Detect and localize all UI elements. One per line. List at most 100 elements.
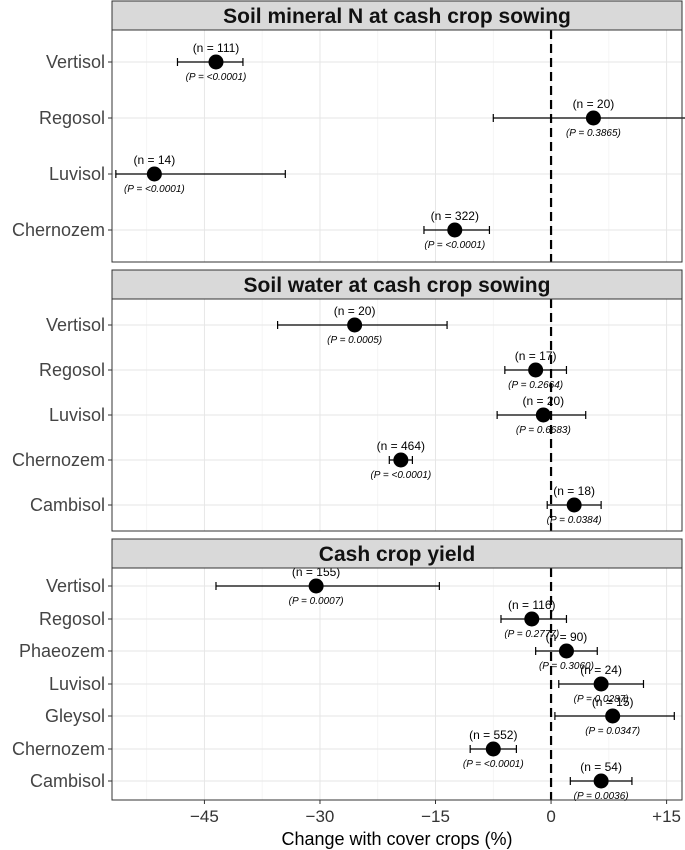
estimate-point bbox=[566, 497, 582, 513]
forest-row-cambisol: Cambisol (n = 54) (P = 0.0036) bbox=[30, 760, 633, 802]
p-label: (P = 0.2777) bbox=[504, 629, 559, 640]
y-tick-label: Luvisol bbox=[49, 405, 105, 425]
y-tick-label: Phaeozem bbox=[19, 641, 105, 661]
y-tick-label: Regosol bbox=[39, 360, 105, 380]
y-tick-label: Vertisol bbox=[46, 315, 105, 335]
y-tick-label: Chernozem bbox=[12, 220, 105, 240]
n-label: (n = 116) bbox=[508, 598, 555, 612]
n-label: (n = 155) bbox=[292, 565, 340, 579]
panel-1: Soil mineral N at cash crop sowing Vertis… bbox=[12, 0, 685, 263]
y-tick-label: Chernozem bbox=[12, 450, 105, 470]
panel-3: Cash crop yield Vertisol (n = 155) (P = 0.0… bbox=[12, 538, 683, 802]
x-tick-label: −45 bbox=[190, 807, 219, 826]
forest-row-chernozem: Chernozem (n = 552) (P = <0.0001) bbox=[12, 728, 524, 770]
p-label: (P = <0.0001) bbox=[124, 184, 185, 195]
forest-row-vertisol: Vertisol (n = 111) (P = <0.0001) bbox=[46, 41, 246, 83]
n-label: (n = 54) bbox=[580, 760, 622, 774]
n-label: (n = 20) bbox=[573, 97, 615, 111]
estimate-point bbox=[308, 578, 324, 594]
x-tick-label: +15 bbox=[652, 807, 681, 826]
y-tick-label: Cambisol bbox=[30, 771, 105, 791]
panel-title: Soil water at cash crop sowing bbox=[244, 274, 551, 297]
n-label: (n = 17) bbox=[515, 349, 557, 363]
p-label: (P = 0.2664) bbox=[508, 380, 563, 391]
n-label: (n = 15) bbox=[592, 695, 634, 709]
estimate-point bbox=[593, 773, 609, 789]
p-label: (P = 0.3865) bbox=[566, 128, 621, 139]
forest-row-vertisol: Vertisol (n = 20) (P = 0.0005) bbox=[46, 304, 448, 346]
y-tick-label: Vertisol bbox=[46, 576, 105, 596]
panel-2: Soil water at cash crop sowing Vertisol (n… bbox=[12, 269, 683, 532]
panel-strip bbox=[111, 269, 683, 300]
y-tick-label: Cambisol bbox=[30, 495, 105, 515]
estimate-point bbox=[593, 676, 609, 692]
y-tick-label: Chernozem bbox=[12, 739, 105, 759]
p-label: (P = 0.6683) bbox=[516, 425, 571, 436]
estimate-point bbox=[146, 166, 162, 182]
p-label: (P = 0.0287) bbox=[574, 694, 629, 705]
estimate-point bbox=[485, 741, 501, 757]
y-tick-label: Regosol bbox=[39, 609, 105, 629]
forest-row-luvisol: Luvisol (n = 24) (P = 0.0287) bbox=[49, 663, 645, 705]
panel-title: Cash crop yield bbox=[319, 543, 475, 566]
n-label: (n = 20) bbox=[334, 304, 376, 318]
forest-row-gleysol: Gleysol (n = 15) (P = 0.0347) bbox=[45, 695, 675, 737]
estimate-point bbox=[393, 452, 409, 468]
panel-border bbox=[111, 29, 683, 263]
p-label: (P = 0.0347) bbox=[585, 726, 640, 737]
estimate-point bbox=[347, 317, 363, 333]
forest-row-cambisol: Cambisol (n = 18) (P = 0.0384) bbox=[30, 484, 602, 526]
estimate-point bbox=[524, 611, 540, 627]
estimate-point bbox=[558, 643, 574, 659]
p-label: (P = 0.3060) bbox=[539, 661, 594, 672]
y-tick-label: Luvisol bbox=[49, 674, 105, 694]
estimate-point bbox=[208, 54, 224, 70]
p-label: (P = <0.0001) bbox=[370, 470, 431, 481]
n-label: (n = 18) bbox=[553, 484, 595, 498]
n-label: (n = 14) bbox=[134, 153, 176, 167]
forest-row-luvisol: Luvisol (n = 14) (P = <0.0001) bbox=[49, 153, 286, 195]
panel-strip bbox=[111, 0, 683, 31]
p-label: (P = <0.0001) bbox=[186, 72, 247, 83]
p-label: (P = 0.0007) bbox=[289, 596, 344, 607]
p-label: (P = <0.0001) bbox=[463, 759, 524, 770]
estimate-point bbox=[605, 708, 621, 724]
p-label: (P = <0.0001) bbox=[424, 240, 485, 251]
p-label: (P = 0.0005) bbox=[327, 335, 382, 346]
forest-row-chernozem: Chernozem (n = 322) (P = <0.0001) bbox=[12, 209, 491, 251]
x-axis: −45 −30 −15 0 +15 Change with cover crops (%) bbox=[190, 800, 681, 849]
y-tick-label: Gleysol bbox=[45, 706, 105, 726]
forest-row-regosol: Regosol (n = 17) (P = 0.2664) bbox=[39, 349, 568, 391]
forest-row-luvisol: Luvisol (n = 20) (P = 0.6683) bbox=[49, 394, 587, 436]
forest-row-regosol: Regosol (n = 20) (P = 0.3865) bbox=[39, 97, 685, 139]
panels-group: Soil mineral N at cash crop sowing Vertis… bbox=[12, 0, 685, 802]
n-label: (n = 20) bbox=[522, 394, 564, 408]
panel-border bbox=[111, 567, 683, 801]
p-label: (P = 0.0036) bbox=[574, 791, 629, 802]
panel-border bbox=[111, 298, 683, 532]
estimate-point bbox=[585, 110, 601, 126]
forest-row-chernozem: Chernozem (n = 464) (P = <0.0001) bbox=[12, 439, 431, 481]
forest-row-phaeozem: Phaeozem (n = 90) (P = 0.3060) bbox=[19, 630, 598, 672]
estimate-point bbox=[535, 407, 551, 423]
n-label: (n = 322) bbox=[431, 209, 479, 223]
forest-row-regosol: Regosol (n = 116) (P = 0.2777) bbox=[39, 598, 568, 640]
n-label: (n = 90) bbox=[546, 630, 588, 644]
y-tick-label: Regosol bbox=[39, 108, 105, 128]
panel-strip bbox=[111, 538, 683, 569]
plot-background bbox=[112, 30, 682, 262]
estimate-point bbox=[447, 222, 463, 238]
x-axis-title: Change with cover crops (%) bbox=[281, 829, 512, 849]
x-tick-label: −15 bbox=[421, 807, 450, 826]
n-label: (n = 464) bbox=[377, 439, 425, 453]
y-tick-label: Vertisol bbox=[46, 52, 105, 72]
estimate-point bbox=[528, 362, 544, 378]
x-tick-label: −30 bbox=[306, 807, 335, 826]
y-tick-label: Luvisol bbox=[49, 164, 105, 184]
n-label: (n = 552) bbox=[469, 728, 517, 742]
x-tick-label: 0 bbox=[546, 807, 555, 826]
n-label: (n = 24) bbox=[580, 663, 622, 677]
n-label: (n = 111) bbox=[193, 41, 240, 55]
panel-title: Soil mineral N at cash crop sowing bbox=[223, 5, 571, 28]
